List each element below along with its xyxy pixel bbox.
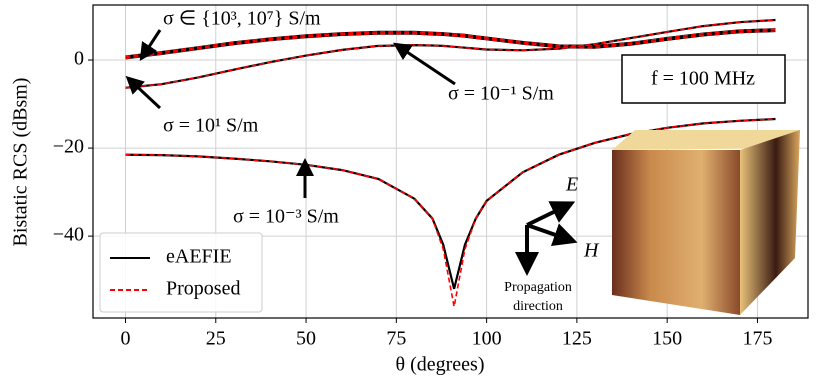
inset-cube xyxy=(612,130,800,315)
annotation: σ = 10¹ S/m xyxy=(163,115,259,137)
legend-label: Proposed xyxy=(166,278,240,300)
y-tick-label: 0 xyxy=(74,48,84,70)
x-tick-label: 150 xyxy=(652,328,682,350)
h-label: H xyxy=(583,240,600,262)
annotation-arrow xyxy=(125,75,162,110)
series-line xyxy=(125,28,776,58)
annotation: σ = 10⁻³ S/m xyxy=(233,206,339,228)
frequency-box xyxy=(621,54,786,104)
x-tick-label: 25 xyxy=(206,328,226,350)
legend: eAEFIE Proposed xyxy=(99,232,263,313)
x-tick-label: 175 xyxy=(742,328,772,350)
x-tick-label: 75 xyxy=(386,328,406,350)
series-line xyxy=(125,28,776,58)
y-tick-label: −20 xyxy=(53,136,84,158)
x-tick-label: 125 xyxy=(562,328,592,350)
propagation-label: direction xyxy=(513,299,563,314)
propagation-label: Propagation xyxy=(504,280,572,295)
plot-frame xyxy=(92,4,809,319)
annotation: σ = 10⁻¹ S/m xyxy=(448,83,554,105)
x-axis-label: θ (degrees) xyxy=(396,354,485,376)
x-tick-label: 0 xyxy=(121,328,131,350)
series-line xyxy=(125,30,776,60)
x-tick-label: 100 xyxy=(472,328,502,350)
annotation-arrow xyxy=(139,29,162,62)
x-tick-label: 50 xyxy=(296,328,316,350)
y-tick-label: −40 xyxy=(53,224,84,246)
y-axis-label: Bistatic RCS (dBsm) xyxy=(10,78,32,247)
legend-box xyxy=(99,232,263,313)
series-line xyxy=(125,19,776,89)
legend-label: eAEFIE xyxy=(166,246,232,268)
frequency-label: f = 100 MHz xyxy=(651,68,755,90)
annotation: σ ∈ {10³, 10⁷} S/m xyxy=(163,8,321,30)
annotation-arrow xyxy=(393,42,456,86)
e-label: E xyxy=(565,174,578,196)
field-arrows xyxy=(515,201,578,276)
